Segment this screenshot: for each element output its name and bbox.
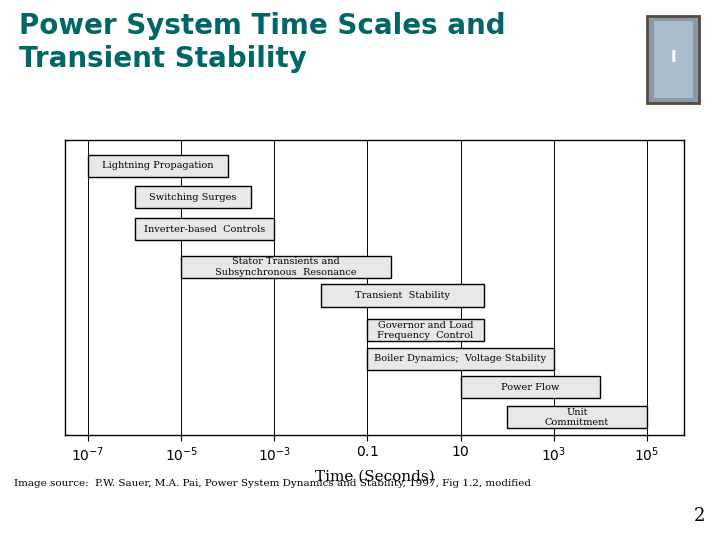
FancyBboxPatch shape (135, 218, 274, 240)
Text: 2: 2 (694, 507, 706, 525)
FancyBboxPatch shape (461, 376, 600, 399)
Text: I: I (670, 50, 676, 65)
Text: Unit
Commitment: Unit Commitment (545, 408, 609, 427)
FancyBboxPatch shape (181, 256, 391, 278)
Text: Governor and Load
Frequency  Control: Governor and Load Frequency Control (377, 321, 474, 340)
Text: Lightning Propagation: Lightning Propagation (102, 161, 214, 170)
FancyBboxPatch shape (321, 285, 484, 307)
FancyBboxPatch shape (647, 16, 699, 103)
FancyBboxPatch shape (88, 154, 228, 177)
Text: Power Flow: Power Flow (501, 383, 559, 391)
Text: Boiler Dynamics;  Voltage Stability: Boiler Dynamics; Voltage Stability (374, 354, 546, 363)
FancyBboxPatch shape (367, 348, 554, 370)
FancyBboxPatch shape (135, 186, 251, 208)
Text: Inverter-based  Controls: Inverter-based Controls (144, 225, 265, 233)
Text: Switching Surges: Switching Surges (149, 193, 236, 202)
X-axis label: Time (Seconds): Time (Seconds) (315, 469, 434, 483)
FancyBboxPatch shape (654, 21, 693, 98)
FancyBboxPatch shape (507, 406, 647, 428)
Text: Power System Time Scales and
Transient Stability: Power System Time Scales and Transient S… (19, 12, 505, 73)
FancyBboxPatch shape (367, 319, 484, 341)
Text: Transient  Stability: Transient Stability (355, 291, 450, 300)
Text: Image source:  P.W. Sauer, M.A. Pai, Power System Dynamics and Stability, 1997, : Image source: P.W. Sauer, M.A. Pai, Powe… (14, 479, 531, 488)
Text: Stator Transients and
Subsynchronous  Resonance: Stator Transients and Subsynchronous Res… (215, 257, 356, 276)
